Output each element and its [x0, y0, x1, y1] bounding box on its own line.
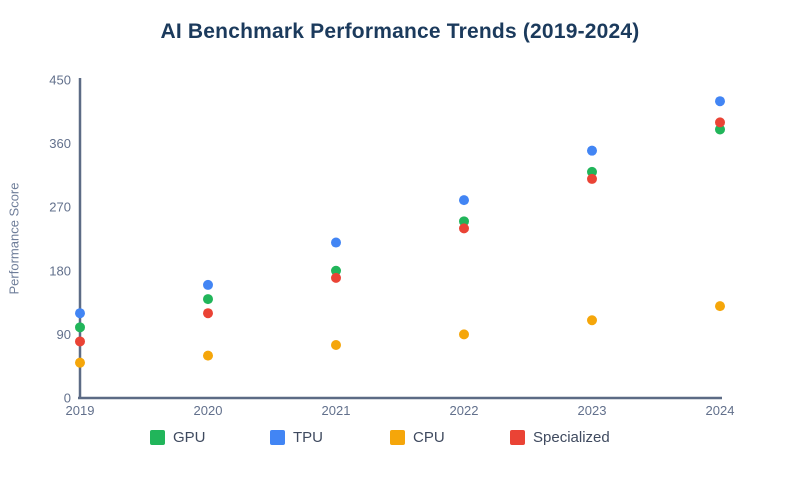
x-tick-label: 2020 [194, 403, 223, 418]
y-tick-label: 360 [49, 136, 71, 151]
x-tick-label: 2021 [322, 403, 351, 418]
data-point-specialized[interactable] [203, 308, 213, 319]
legend-item-gpu[interactable]: GPU [150, 429, 270, 446]
y-tick-label: 180 [49, 263, 71, 278]
legend-label: TPU [293, 429, 323, 446]
legend-label: GPU [173, 429, 206, 446]
x-tick-label: 2024 [706, 403, 735, 418]
data-point-cpu[interactable] [75, 357, 85, 368]
x-tick-label: 2022 [450, 403, 479, 418]
data-point-specialized[interactable] [331, 272, 341, 283]
chart-title: AI Benchmark Performance Trends (2019-20… [160, 20, 640, 43]
data-point-cpu[interactable] [331, 340, 341, 350]
legend-item-tpu[interactable]: TPU [270, 429, 390, 446]
legend-swatch-icon [510, 430, 525, 445]
data-point-gpu[interactable] [203, 294, 213, 305]
data-point-specialized[interactable] [75, 336, 85, 347]
legend-item-cpu[interactable]: CPU [390, 429, 510, 446]
y-tick-label: 270 [49, 200, 71, 215]
legend-swatch-icon [150, 430, 165, 445]
data-point-gpu[interactable] [331, 265, 341, 276]
data-point-specialized[interactable] [459, 223, 469, 234]
x-tick-label: 2023 [578, 403, 607, 418]
data-point-tpu[interactable] [75, 308, 85, 319]
data-point-cpu[interactable] [459, 329, 469, 340]
data-point-tpu[interactable] [203, 279, 213, 290]
data-point-tpu[interactable] [331, 237, 341, 248]
legend-swatch-icon [270, 430, 285, 445]
data-point-gpu[interactable] [587, 166, 597, 177]
data-point-gpu[interactable] [75, 322, 85, 333]
legend-swatch-icon [390, 430, 405, 445]
y-tick-label: 450 [49, 73, 71, 88]
data-point-cpu[interactable] [203, 350, 213, 361]
legend: GPU TPU CPU Specialized [150, 429, 630, 446]
data-point-cpu[interactable] [715, 301, 725, 312]
data-point-cpu[interactable] [587, 315, 597, 326]
y-tick-label: 0 [64, 391, 71, 406]
data-point-tpu[interactable] [715, 96, 725, 107]
data-point-tpu[interactable] [587, 145, 597, 156]
legend-label: Specialized [533, 429, 610, 446]
y-tick-label: 90 [57, 327, 71, 342]
data-point-gpu[interactable] [715, 124, 725, 135]
data-point-specialized[interactable] [587, 173, 597, 184]
data-point-tpu[interactable] [459, 195, 469, 206]
data-point-specialized[interactable] [715, 117, 725, 128]
x-tick-label: 2019 [66, 403, 95, 418]
legend-label: CPU [413, 429, 445, 446]
legend-item-specialized[interactable]: Specialized [510, 429, 630, 446]
data-point-gpu[interactable] [459, 216, 469, 227]
